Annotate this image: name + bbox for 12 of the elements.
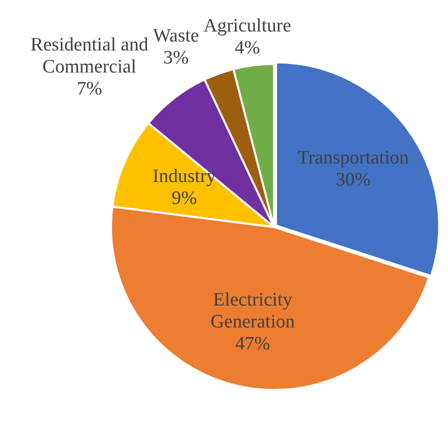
data-label: 4% bbox=[234, 37, 260, 58]
data-label: 9% bbox=[172, 188, 198, 210]
data-label: 47% bbox=[235, 333, 270, 354]
slice-label: Transportation bbox=[298, 148, 410, 168]
data-label: 3% bbox=[163, 47, 189, 68]
slice-label: Waste bbox=[152, 25, 199, 46]
data-label: 7% bbox=[76, 78, 102, 100]
slice-label: Industry bbox=[152, 166, 216, 188]
slice-label: Residential and Commercial bbox=[30, 34, 149, 78]
slice-label: Agriculture bbox=[204, 15, 292, 36]
slice-label: Electricity Generation bbox=[210, 289, 296, 332]
data-label: 30% bbox=[336, 170, 371, 190]
